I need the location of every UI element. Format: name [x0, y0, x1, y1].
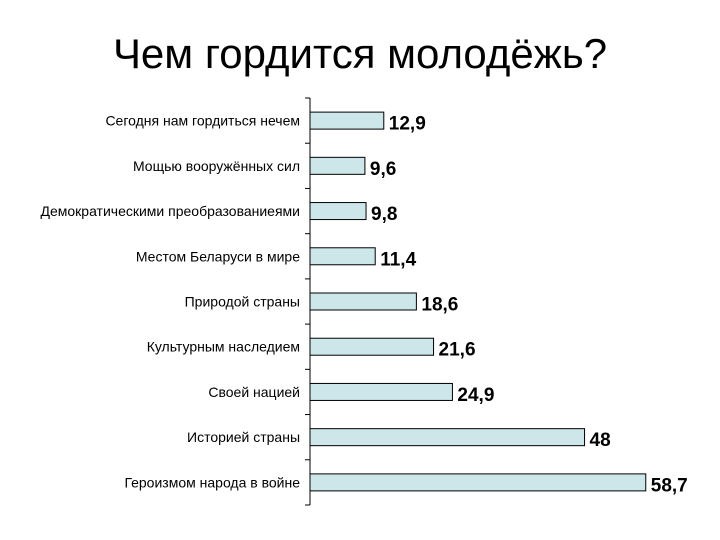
value-label: 58,7 [651, 475, 688, 496]
category-label: Своей нацией [208, 384, 300, 400]
category-label: Культурным наследием [147, 339, 300, 355]
bar [309, 428, 586, 447]
value-label: 9,8 [371, 204, 397, 225]
value-label: 11,4 [380, 249, 416, 270]
bar [309, 111, 385, 130]
bar [309, 337, 435, 356]
value-label: 9,6 [370, 159, 396, 180]
value-label: 18,6 [421, 295, 458, 316]
bar [309, 247, 376, 266]
category-label: Сегодня нам гордиться нечем [105, 113, 300, 129]
category-label: Мощью вооружённых сил [133, 158, 300, 174]
bar [309, 473, 647, 492]
category-label: Демократическими преобразованиеями [40, 203, 300, 219]
category-label: Природой страны [185, 294, 300, 310]
bar [309, 156, 366, 175]
category-label: Местом Беларуси в мире [136, 248, 300, 264]
category-label: Историей страны [187, 429, 300, 445]
value-label: 21,6 [439, 340, 476, 361]
bar [309, 382, 453, 401]
bar [309, 202, 367, 221]
category-label: Героизмом народа в войне [124, 474, 300, 490]
value-label: 12,9 [389, 114, 426, 135]
slide-title: Чем гордится молодёжь? [112, 30, 608, 77]
bar [309, 292, 417, 311]
value-label: 48 [590, 430, 611, 451]
value-label: 24,9 [457, 385, 494, 406]
